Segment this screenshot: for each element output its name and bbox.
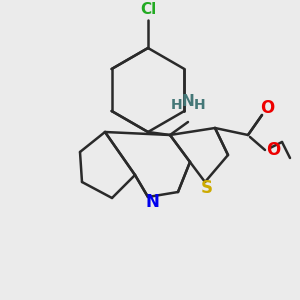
Text: O: O [266, 141, 280, 159]
Text: H: H [194, 98, 206, 112]
Text: H: H [171, 98, 183, 112]
Text: N: N [145, 193, 159, 211]
Text: N: N [182, 94, 194, 110]
Text: S: S [201, 179, 213, 197]
Text: Cl: Cl [140, 2, 156, 17]
Text: O: O [260, 99, 274, 117]
